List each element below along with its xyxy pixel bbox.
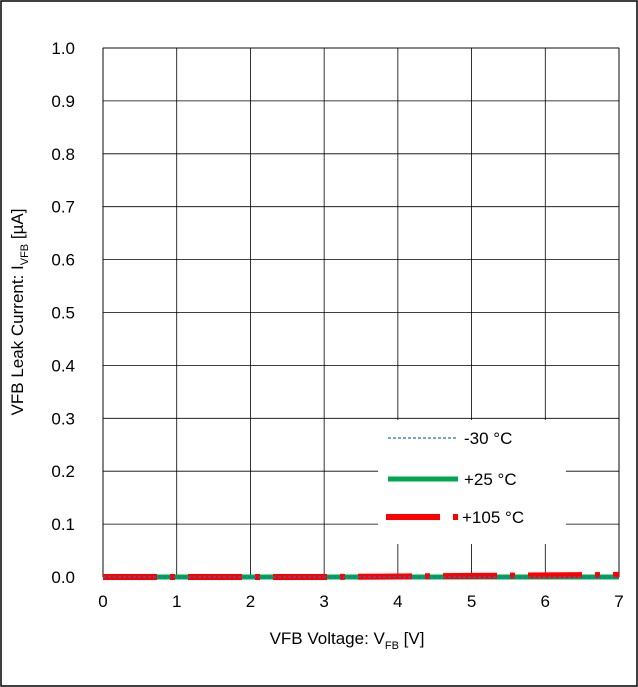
- x-tick-label: 7: [614, 592, 623, 611]
- x-tick-label: 4: [393, 592, 402, 611]
- y-tick-label: 0.1: [51, 515, 75, 534]
- x-tick-label: 2: [246, 592, 255, 611]
- y-axis-title: VFB Leak Current: IVFB [µA]: [8, 209, 31, 416]
- x-tick-label: 3: [319, 592, 328, 611]
- y-tick-label: 0.4: [51, 356, 75, 375]
- legend-entry-plus105: +105 °C: [386, 508, 524, 527]
- x-tick-label: 6: [541, 592, 550, 611]
- legend-box: [378, 420, 566, 544]
- legend: -30 °C +25 °C +105 °C: [378, 420, 566, 544]
- legend-label-plus25: +25 °C: [464, 470, 517, 489]
- y-tick-label: 0.2: [51, 462, 75, 481]
- y-tick-label: 1.0: [51, 39, 75, 58]
- x-tick-label: 0: [98, 592, 107, 611]
- x-axis-title: VFB Voltage: VFB [V]: [270, 629, 425, 652]
- legend-entry-minus30: -30 °C: [388, 429, 512, 448]
- x-tick-label: 5: [467, 592, 476, 611]
- legend-label-minus30: -30 °C: [464, 429, 512, 448]
- y-tick-label: 0.9: [51, 92, 75, 111]
- y-tick-label: 0.6: [51, 251, 75, 270]
- y-tick-label: 0.3: [51, 409, 75, 428]
- series-lines: [103, 571, 620, 580]
- y-tick-label: 0.8: [51, 145, 75, 164]
- x-tick-label: 1: [172, 592, 181, 611]
- tick-labels: 0 1 2 3 4 5 6 7 0.0 0.1 0.2 0.3 0.4 0.5 0.6 0.7 0.8 0.9 1.…: [51, 39, 623, 611]
- legend-entry-plus25: +25 °C: [388, 470, 517, 489]
- y-tick-label: 0.7: [51, 198, 75, 217]
- y-tick-label: 0.5: [51, 304, 75, 323]
- legend-label-plus105: +105 °C: [462, 508, 524, 527]
- y-tick-label: 0.0: [51, 568, 75, 587]
